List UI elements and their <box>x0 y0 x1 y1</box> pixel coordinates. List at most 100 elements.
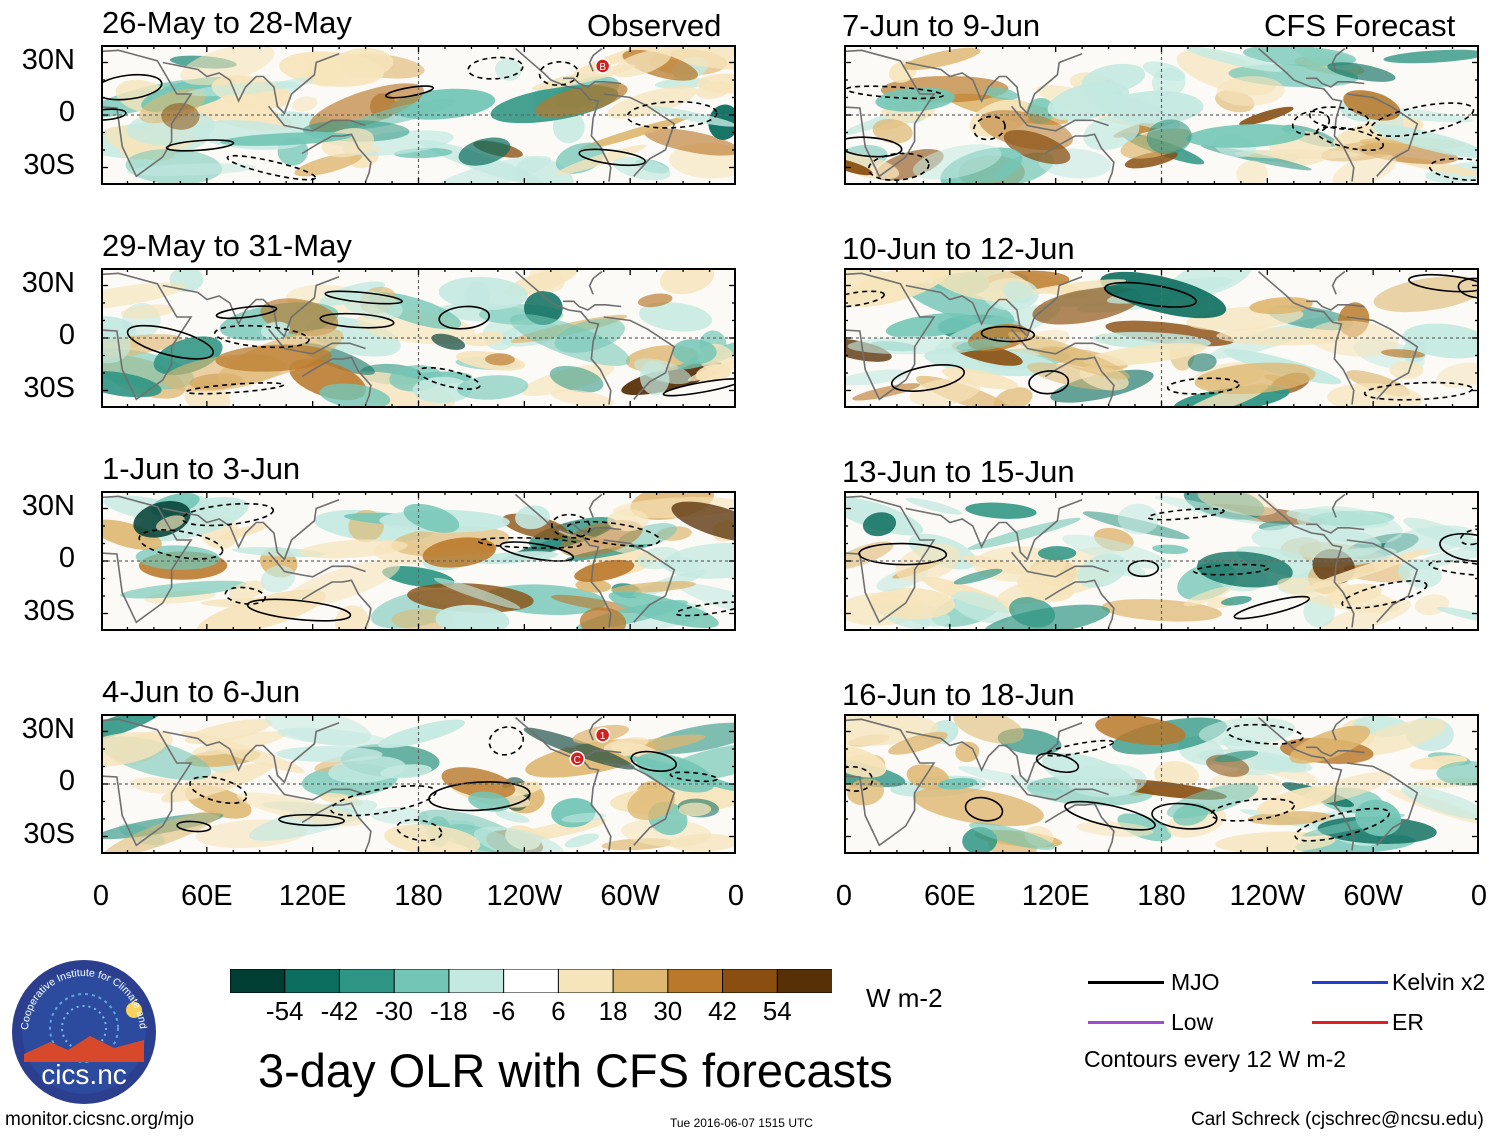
olr-anomaly-area <box>1183 586 1232 607</box>
panel-title-fc-2: 10-Jun to 12-Jun <box>842 231 1075 266</box>
coastline <box>844 718 936 847</box>
olr-anomaly-area <box>120 304 175 319</box>
olr-anomaly-area <box>852 383 921 401</box>
olr-anomaly-area <box>844 541 894 570</box>
olr-anomaly-area <box>627 785 675 821</box>
olr-anomaly-area <box>1037 546 1077 561</box>
mjo-contour <box>1428 157 1479 181</box>
mjo-contour <box>477 536 583 549</box>
olr-anomaly-area <box>1076 821 1154 837</box>
olr-anomaly-area <box>551 594 638 613</box>
coastline <box>1346 93 1419 177</box>
olr-anomaly-area <box>298 539 408 559</box>
colorbar-tick-label: -42 <box>320 996 359 1026</box>
olr-anomaly-area <box>334 48 394 78</box>
storm-marker-1: 1 <box>594 727 611 743</box>
olr-anomaly-area <box>872 118 913 144</box>
olr-anomaly-area <box>1198 717 1296 746</box>
olr-anomaly-area <box>638 302 713 332</box>
olr-anomaly-area <box>1095 715 1186 746</box>
olr-anomaly-area <box>937 777 978 790</box>
colorbar-bin <box>667 968 724 994</box>
mjo-contour <box>214 324 310 349</box>
mjo-contour <box>224 586 266 605</box>
coastline <box>514 270 612 405</box>
panel-title-obs-1: 26-May to 28-May <box>102 5 352 40</box>
coastline <box>588 47 603 72</box>
mjo-contour <box>319 312 395 329</box>
olr-anomaly-area <box>236 792 363 827</box>
mjo-contour <box>1147 507 1225 521</box>
olr-anomaly-area <box>564 833 599 848</box>
olr-anomaly-area <box>101 714 164 745</box>
mjo-contour <box>1408 273 1479 293</box>
coastline <box>1346 762 1419 846</box>
olr-anomaly-area <box>575 579 612 593</box>
olr-anomaly-area <box>529 268 565 293</box>
x-tick-label: 60E <box>181 880 233 912</box>
olr-anomaly-area <box>1236 160 1268 185</box>
olr-anomaly-area <box>868 588 955 620</box>
olr-anomaly-area <box>1249 297 1313 315</box>
coastline <box>603 93 676 177</box>
mjo-contour <box>246 598 352 622</box>
olr-anomaly-area <box>101 370 162 398</box>
olr-anomaly-area <box>1003 281 1034 304</box>
map-panel-fc-1 <box>844 45 1479 185</box>
x-tick-label: 0 <box>727 880 745 912</box>
olr-anomaly-area <box>103 810 221 854</box>
coastline <box>1010 328 1109 355</box>
olr-anomaly-area <box>1154 495 1265 525</box>
olr-anomaly-area <box>1239 106 1294 126</box>
olr-anomaly-area <box>1047 81 1130 121</box>
olr-anomaly-area <box>844 369 909 386</box>
olr-anomaly-area <box>1083 343 1207 366</box>
olr-anomaly-area <box>695 364 732 383</box>
mjo-contour <box>1341 580 1428 609</box>
mjo-contour <box>1316 126 1384 152</box>
colorbar-units: W m-2 <box>866 983 943 1013</box>
olr-anomaly-area <box>550 389 615 408</box>
colorbar-bin <box>557 968 615 994</box>
y-tick-label: 30S <box>23 372 75 404</box>
coastline <box>588 493 603 518</box>
colorbar-bin <box>503 968 560 994</box>
svg-text:B: B <box>599 62 606 73</box>
olr-anomaly-area <box>844 745 887 778</box>
coastline <box>1331 47 1346 72</box>
coastline <box>563 746 622 757</box>
svg-text:1: 1 <box>600 731 606 742</box>
olr-anomaly-area <box>1146 119 1192 155</box>
panel-plot-7 <box>844 714 1479 854</box>
y-tick-label: 30N <box>21 713 75 745</box>
x-tick-label: 120W <box>1229 880 1306 912</box>
coastline <box>514 47 612 182</box>
mjo-contour <box>675 601 736 617</box>
mjo-contour <box>278 813 345 827</box>
olr-anomaly-area <box>902 47 981 71</box>
olr-anomaly-area <box>1277 577 1401 614</box>
coastline <box>1044 133 1115 182</box>
y-tick-label: 30S <box>23 595 75 627</box>
mjo-contour <box>101 108 127 121</box>
olr-anomaly-area <box>607 509 649 532</box>
olr-anomaly-area <box>1173 803 1209 826</box>
coastline <box>844 49 936 178</box>
coastline <box>905 499 1083 561</box>
coastline <box>1044 579 1115 628</box>
olr-anomaly-area <box>1389 360 1424 380</box>
colorbar-bin <box>229 968 286 994</box>
panel-plot-0: B <box>101 45 736 185</box>
timestamp-text: Tue 2016-06-07 1515 UTC <box>670 1116 813 1130</box>
olr-anomaly-area <box>983 87 1019 100</box>
panel-plot-5 <box>844 268 1479 408</box>
olr-anomaly-area <box>616 523 677 550</box>
coastline <box>514 493 612 628</box>
olr-anomaly-area <box>1009 596 1056 628</box>
coastline <box>1306 77 1365 88</box>
y-tick-label: 30S <box>23 818 75 850</box>
mjo-contour <box>1035 752 1080 774</box>
map-panel-obs-1: B <box>101 45 736 185</box>
map-panel-fc-4 <box>844 714 1479 854</box>
olr-anomaly-area <box>607 85 698 119</box>
